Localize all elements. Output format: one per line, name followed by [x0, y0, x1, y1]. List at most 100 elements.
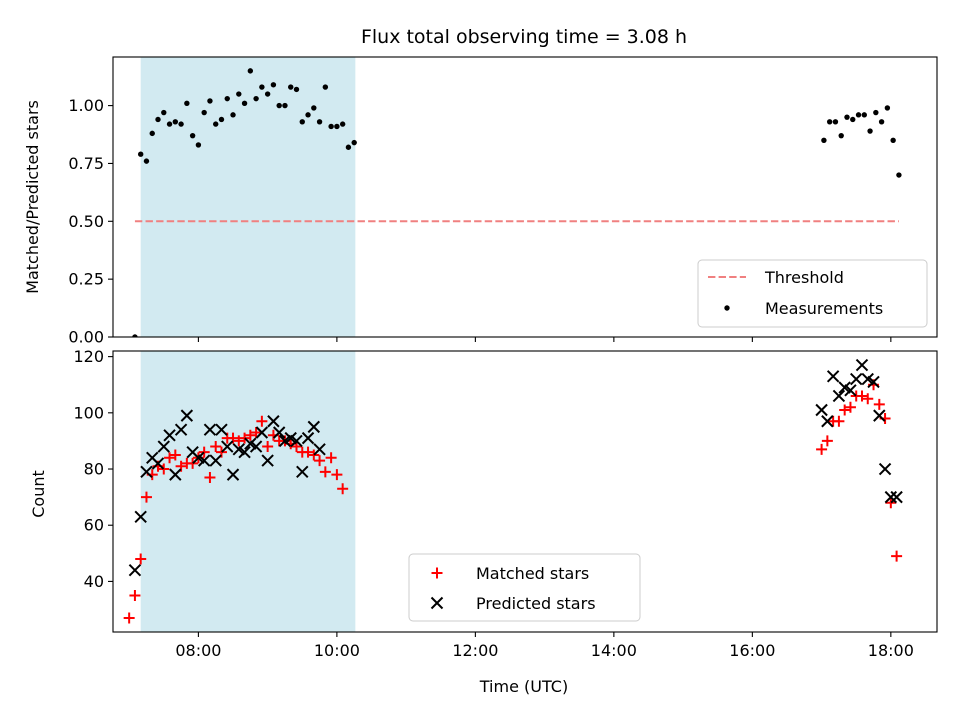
data-point: [826, 370, 840, 383]
data-point: [299, 119, 305, 125]
data-point: [322, 84, 329, 90]
data-point: [878, 462, 892, 476]
data-point: [213, 121, 219, 127]
bottom-y-axis-label: Count: [29, 470, 48, 518]
data-point: [134, 510, 147, 523]
data-point: [244, 429, 256, 441]
data-point: [334, 123, 340, 130]
plot-frame: [112, 350, 938, 633]
data-point: [325, 452, 337, 464]
data-point: [207, 98, 213, 104]
data-point: [891, 550, 903, 562]
data-point: [861, 112, 867, 118]
data-point: [203, 423, 217, 436]
data-point: [210, 441, 222, 453]
data-point: [270, 82, 277, 88]
legend-label: Matched stars: [476, 564, 589, 583]
shaded-region: [140, 351, 356, 632]
legend-label: Threshold: [764, 268, 844, 287]
series-measurements: [132, 68, 902, 337]
legend: Matched stars Predicted stars: [408, 553, 641, 622]
data-point: [844, 114, 850, 120]
series-predicted-stars: [128, 358, 903, 577]
data-point: [174, 423, 188, 436]
data-point: [123, 612, 135, 624]
data-point: [137, 151, 144, 157]
data-point: [885, 497, 897, 509]
data-point: [198, 446, 210, 458]
data-point: [157, 440, 170, 453]
data-point: [873, 409, 886, 422]
data-point: [339, 121, 346, 127]
data-point: [276, 102, 282, 109]
data-point: [833, 415, 845, 427]
data-point: [221, 440, 234, 453]
data-point: [272, 426, 286, 439]
legend-label: Measurements: [765, 299, 883, 318]
data-point: [149, 130, 155, 137]
data-point: [351, 139, 357, 146]
data-point: [166, 121, 173, 127]
x-tick-label: 08:00: [175, 641, 221, 660]
y-tick-label: 1.00: [68, 96, 104, 115]
data-point: [301, 431, 315, 445]
data-point: [311, 105, 317, 111]
data-point: [195, 142, 202, 148]
plot-frame: [112, 56, 938, 338]
data-point: [832, 389, 846, 403]
data-point: [230, 112, 236, 118]
data-point: [331, 469, 343, 481]
data-point: [308, 449, 320, 461]
data-point: [884, 490, 898, 504]
data-point: [296, 465, 309, 479]
legend: Threshold Measurements: [697, 259, 928, 328]
data-point: [180, 409, 194, 422]
data-point: [197, 454, 211, 467]
data-point: [261, 454, 274, 467]
data-point: [262, 441, 274, 453]
bottom-panel: 40 60 80 100 120 08:00 10:00 12:00 14:00 16:00 18:…: [73, 347, 938, 660]
x-tick-label: 12:00: [452, 641, 498, 660]
series-matched-stars: [123, 379, 903, 624]
chart-title: Flux total observing time = 3.08 h: [361, 26, 687, 48]
legend-label: Predicted stars: [476, 594, 596, 613]
data-point: [172, 119, 179, 125]
plot-area: [123, 351, 903, 632]
y-tick-label: 0.50: [68, 212, 104, 231]
data-point: [884, 105, 891, 111]
data-point: [163, 429, 176, 442]
data-point: [253, 95, 259, 102]
y-tick-label: 100: [73, 403, 104, 422]
y-tick-label: 0.00: [68, 328, 104, 347]
data-point: [319, 466, 331, 478]
data-point: [250, 426, 262, 438]
top-panel: 0.00 0.25 0.50 0.75 1.00 Threshold Measurement…: [68, 56, 938, 347]
data-point: [850, 116, 856, 123]
data-point: [128, 563, 142, 577]
x-tick-label: 16:00: [729, 641, 775, 660]
data-point: [867, 375, 880, 389]
data-point: [856, 390, 868, 402]
data-point: [151, 457, 165, 470]
data-point: [890, 137, 896, 144]
data-point: [316, 119, 323, 125]
data-point: [249, 440, 263, 453]
plot-area: [132, 57, 902, 337]
data-point: [224, 95, 230, 102]
data-point: [873, 109, 879, 116]
data-point: [187, 457, 199, 469]
data-point: [844, 401, 856, 413]
data-point: [169, 449, 181, 461]
data-point: [226, 468, 240, 481]
data-point: [256, 415, 268, 427]
data-point: [290, 434, 303, 448]
data-point: [204, 471, 216, 483]
data-point: [132, 334, 138, 337]
data-point: [158, 463, 170, 475]
data-point: [218, 116, 225, 123]
data-point: [164, 452, 176, 464]
data-point: [178, 121, 184, 127]
data-point: [896, 172, 902, 178]
y-tick-label: 0.75: [68, 154, 104, 173]
